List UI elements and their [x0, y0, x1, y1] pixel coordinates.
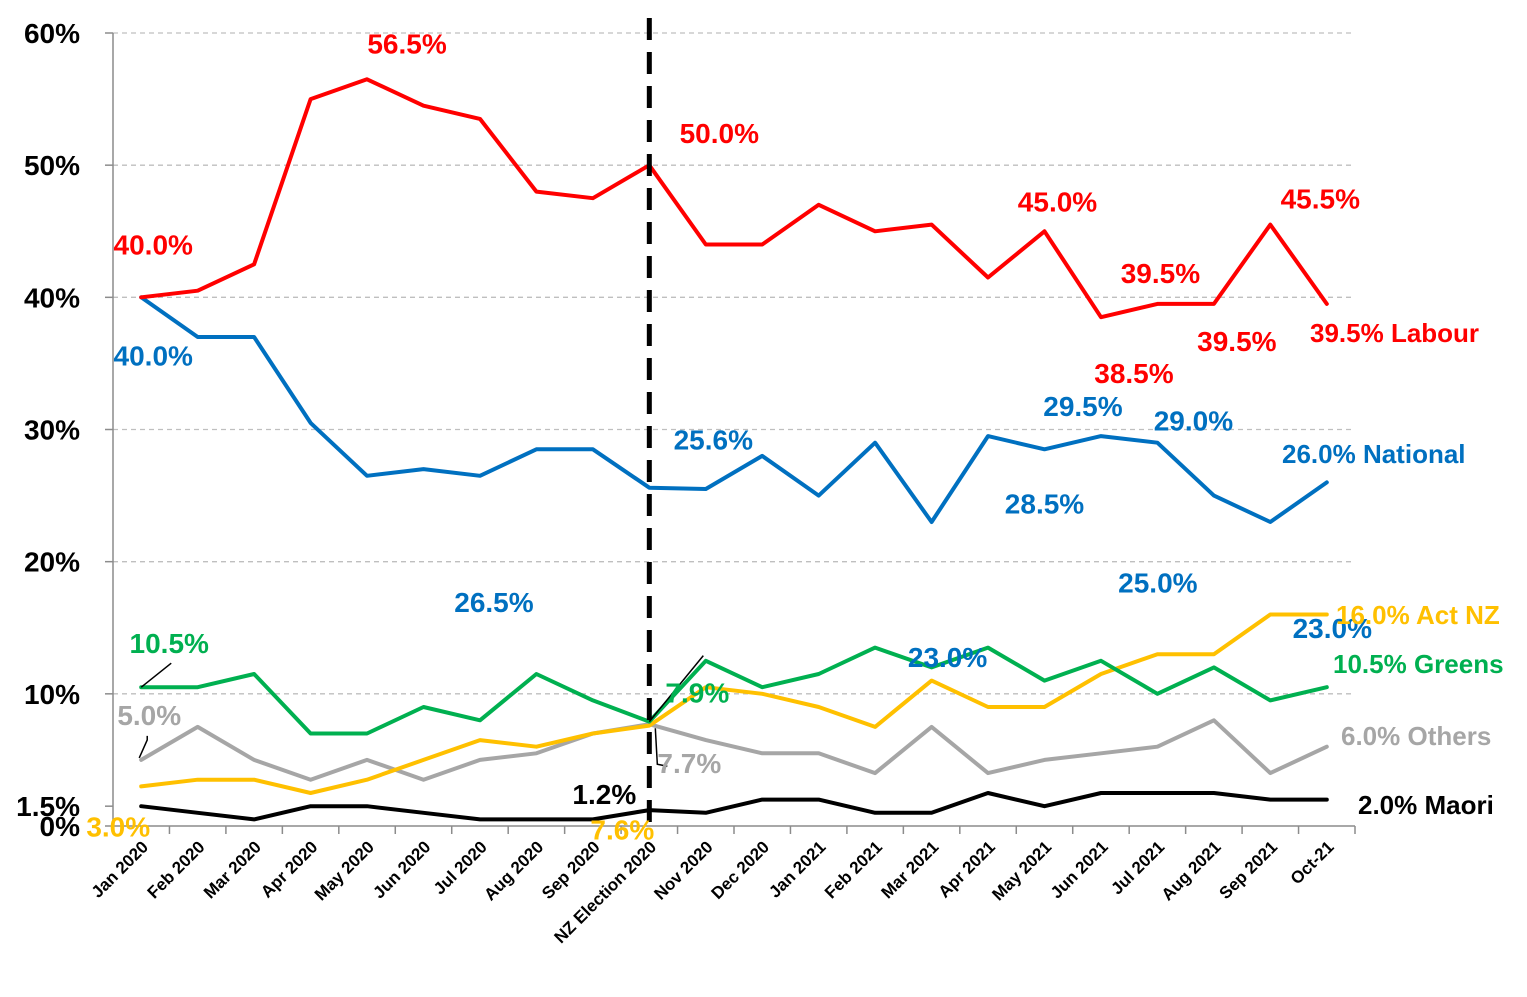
x-tick-label: Aug 2020: [480, 837, 547, 904]
x-tick-label: Nov 2020: [650, 837, 716, 903]
series-lines: [139, 77, 1329, 822]
y-axis-tick-labels: 0%1.5% 10% 20% 30% 40% 50% 60%: [16, 18, 80, 842]
data-label: 29.0%: [1154, 406, 1233, 437]
series-line-national: [139, 295, 1329, 524]
y-tick-label: 1.5%: [16, 791, 80, 822]
leader-line-greens-jan: [140, 662, 172, 688]
series-end-label-others: 6.0% Others: [1341, 721, 1491, 751]
x-tick-label: Oct-21: [1287, 837, 1338, 888]
x-tick-label: NZ Election 2020: [551, 837, 661, 947]
series-end-label-labour: 39.5% Labour: [1310, 318, 1479, 348]
series-end-label-greens: 10.5% Greens: [1333, 649, 1504, 679]
data-label: 29.5%: [1043, 391, 1122, 422]
data-label: 39.5%: [1197, 326, 1276, 357]
data-label: 39.5%: [1121, 258, 1200, 289]
x-tick-label: Dec 2020: [707, 837, 773, 903]
data-label: 40.0%: [114, 229, 193, 260]
data-label: 10.5%: [130, 628, 209, 659]
y-tick-label: 0%: [40, 811, 81, 842]
x-tick-label: Aug 2021: [1158, 837, 1225, 904]
y-tick-label: 40%: [24, 282, 80, 313]
series-end-label-national: 26.0% National: [1282, 439, 1466, 469]
x-tick-label: Sep 2021: [1216, 837, 1282, 903]
data-label: 25.6%: [674, 425, 753, 456]
series-end-label-act-nz: 16.0% Act NZ: [1336, 600, 1500, 630]
y-tick-label: 60%: [24, 18, 80, 49]
label-leader-lines: [138, 655, 704, 767]
x-tick-label: May 2020: [311, 837, 378, 904]
data-label: 56.5%: [367, 28, 446, 59]
data-label: 7.6%: [590, 815, 654, 846]
leader-line-greens-election: [648, 655, 704, 723]
series-end-label-maori: 2.0% Maori: [1358, 790, 1494, 820]
data-label: 38.5%: [1094, 358, 1173, 389]
y-tick-label: 10%: [24, 679, 80, 710]
x-tick-label: Mar 2020: [200, 837, 265, 902]
series-end-labels: 39.5% Labour 26.0% National 16.0% Act NZ 10…: [1282, 318, 1504, 820]
data-label: 5.0%: [117, 700, 181, 731]
leader-line-others-election: [654, 728, 668, 767]
data-label: 25.0%: [1118, 568, 1197, 599]
y-tick-label: 30%: [24, 415, 80, 446]
x-tick-label: Jun 2020: [369, 837, 434, 902]
x-tick-label: Jun 2021: [1047, 837, 1112, 902]
series-line-maori: [139, 791, 1329, 822]
data-label: 28.5%: [1005, 488, 1084, 519]
x-tick-label: Jan 2020: [88, 837, 152, 901]
leader-line-others-jan: [138, 735, 148, 759]
data-label: 7.9%: [665, 678, 729, 709]
data-labels: 40.0% 56.5% 50.0% 45.0% 38.5% 39.5% 39.5% 45.5%…: [86, 28, 1372, 845]
data-label: 3.0%: [86, 811, 150, 842]
data-label: 45.5%: [1281, 184, 1360, 215]
series-line-greens: [139, 645, 1329, 736]
x-tick-label: Feb 2020: [144, 837, 209, 902]
x-tick-label: May 2021: [988, 837, 1055, 904]
y-tick-label: 50%: [24, 150, 80, 181]
data-label: 7.7%: [657, 748, 721, 779]
data-label: 1.2%: [572, 779, 636, 810]
axes: [105, 32, 1356, 834]
series-line-others: [139, 718, 1329, 782]
data-label: 40.0%: [114, 340, 193, 371]
data-label: 26.5%: [454, 587, 533, 618]
x-tick-label: Mar 2021: [878, 837, 943, 902]
data-label: 45.0%: [1018, 186, 1097, 217]
series-line-act-nz: [139, 612, 1329, 795]
x-tick-label: Feb 2021: [821, 837, 886, 902]
data-label: 50.0%: [680, 118, 759, 149]
x-tick-label: Jan 2021: [765, 837, 829, 901]
data-label: 23.0%: [908, 642, 987, 673]
series-line-labour: [139, 77, 1329, 320]
y-tick-label: 20%: [24, 547, 80, 578]
data-label: 23.0%: [1293, 613, 1372, 644]
